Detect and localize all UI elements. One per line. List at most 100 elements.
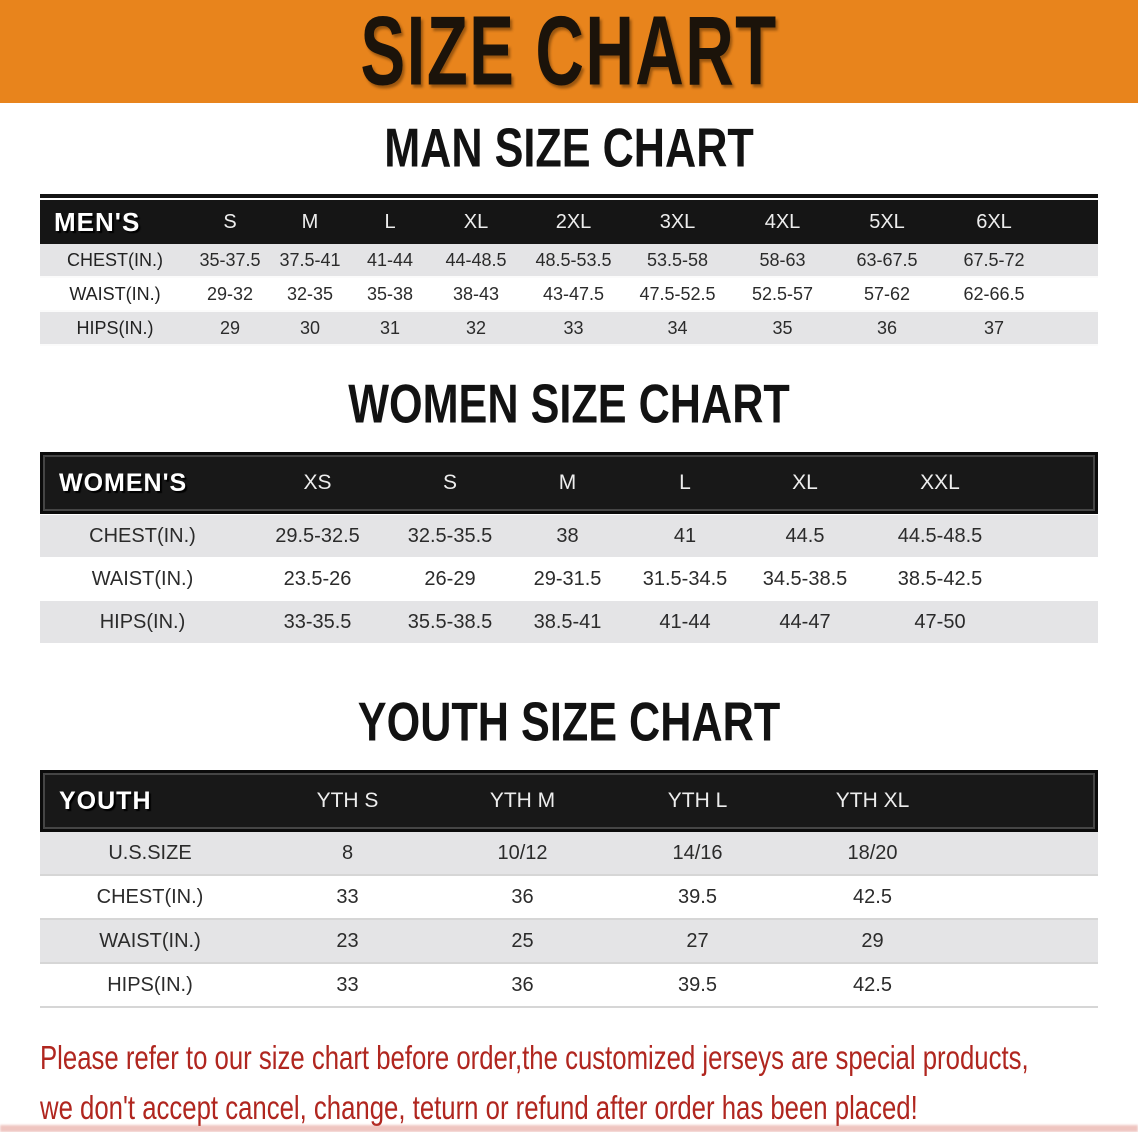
men-size-col-xl: XL [463,210,489,233]
men-chest-value: 35-37.5 [199,249,261,270]
youth-corner-label: YOUTH [59,786,152,815]
youth-waist-value: 29 [861,929,884,952]
youth-row-filler [960,920,1098,962]
men-chest-value: 44-48.5 [445,249,507,270]
men-table-header-row: MEN'S S M L XL 2XL 3XL 4XL 5XL 6XL [40,200,1098,244]
youth-waist-value: 23 [336,929,359,952]
youth-row-filler [960,876,1098,918]
women-size-col-xxl: XXL [920,471,960,494]
men-size-col-6xl: 6XL [976,210,1012,233]
women-row-filler [1015,558,1098,600]
youth-waist-row-label: WAIST(IN.) [99,929,201,952]
men-header-filler [1049,200,1098,244]
men-hips-value: 29 [219,317,241,338]
men-chest-value: 58-63 [759,249,806,270]
men-size-col-m: M [301,210,319,233]
youth-hips-value: 36 [511,973,534,996]
youth-section-heading-text: YOUTH SIZE CHART [357,691,781,753]
youth-size-col-l: YTH L [667,789,728,812]
youth-row-filler [960,964,1098,1006]
women-hips-value: 41-44 [659,610,711,633]
men-waist-value: 52.5-57 [751,283,814,304]
men-section-heading: MAN SIZE CHART [0,117,1138,187]
women-header-filler [1015,457,1093,509]
men-hips-value: 36 [876,317,898,338]
youth-hips-value: 42.5 [853,973,892,996]
men-size-table: MEN'S S M L XL 2XL 3XL 4XL 5XL 6XL CHEST… [40,194,1098,346]
youth-chest-value: 33 [336,885,359,908]
disclaimer-line-2: we don't accept cancel, change, teturn o… [40,1089,918,1126]
men-waist-value: 29-32 [206,283,254,304]
men-hips-value: 31 [379,317,401,338]
men-hips-value: 32 [465,317,487,338]
men-chest-value: 37.5-41 [279,249,341,270]
men-size-col-s: S [223,210,237,233]
youth-ussize-value: 14/16 [672,841,723,864]
women-hips-row: HIPS(IN.) 33-35.5 35.5-38.5 38.5-41 41-4… [40,601,1098,643]
youth-chest-value: 42.5 [853,885,892,908]
youth-waist-row: WAIST(IN.) 23 25 27 29 [40,920,1098,964]
men-hips-value: 30 [299,317,321,338]
women-waist-value: 29-31.5 [533,567,602,590]
men-hips-value: 37 [983,317,1005,338]
women-chest-value: 29.5-32.5 [275,524,360,547]
men-size-col-5xl: 5XL [869,210,905,233]
women-waist-value: 23.5-26 [283,567,352,590]
youth-chest-row: CHEST(IN.) 33 36 39.5 42.5 [40,876,1098,920]
youth-header-filler [960,775,1093,827]
women-chest-value: 44.5-48.5 [897,524,983,547]
men-waist-row-label: WAIST(IN.) [69,283,161,304]
youth-chest-value: 39.5 [678,885,717,908]
men-size-col-2xl: 2XL [555,210,592,233]
women-chest-value: 38 [556,524,579,547]
women-size-col-xs: XS [303,471,332,494]
youth-ussize-value: 8 [341,841,354,864]
disclaimer: Please refer to our size chart before or… [40,1033,1130,1132]
women-size-col-s: S [442,471,457,494]
women-waist-row-label: WAIST(IN.) [91,567,194,590]
men-chest-value: 48.5-53.5 [535,249,612,270]
women-chest-value: 32.5-35.5 [407,524,493,547]
youth-size-col-xl: YTH XL [835,789,910,812]
youth-hips-value: 39.5 [678,973,717,996]
men-size-col-l: L [384,210,396,233]
men-chest-value: 63-67.5 [856,249,918,270]
women-chest-value: 44.5 [785,524,825,547]
men-section-heading-text: MAN SIZE CHART [384,117,754,179]
women-waist-value: 34.5-38.5 [762,567,848,590]
men-table-top-rule [40,194,1098,198]
men-size-col-4xl: 4XL [764,210,801,233]
men-row-filler [1049,244,1098,276]
banner-title: SIZE CHART [360,0,778,106]
men-waist-row: WAIST(IN.) 29-32 32-35 35-38 38-43 43-47… [40,278,1098,312]
men-waist-value: 43-47.5 [542,283,605,304]
women-corner-label: WOMEN'S [59,468,188,497]
women-row-filler [1015,515,1098,557]
men-chest-row-label: CHEST(IN.) [67,249,163,270]
women-table-header-frame: WOMEN'S XS S M L XL XXL [40,452,1098,514]
youth-ussize-value: 10/12 [497,841,548,864]
men-waist-value: 57-62 [863,283,911,304]
youth-hips-row: HIPS(IN.) 33 36 39.5 42.5 [40,964,1098,1008]
youth-table-header-row: YOUTH YTH S YTH M YTH L YTH XL [45,775,1093,827]
men-waist-value: 35-38 [366,283,414,304]
youth-waist-value: 27 [686,929,709,952]
men-corner-label: MEN'S [54,206,141,237]
youth-table-header-frame: YOUTH YTH S YTH M YTH L YTH XL [40,770,1098,832]
men-size-col-3xl: 3XL [659,210,696,233]
women-size-col-m: M [558,471,577,494]
youth-waist-value: 25 [511,929,534,952]
women-waist-value: 31.5-34.5 [642,567,728,590]
men-chest-value: 41-44 [366,249,414,270]
women-hips-row-label: HIPS(IN.) [99,610,186,633]
youth-hips-value: 33 [336,973,359,996]
men-row-filler [1049,278,1098,310]
women-hips-value: 35.5-38.5 [407,610,493,633]
men-waist-value: 62-66.5 [963,283,1025,304]
youth-ussize-row: U.S.SIZE 8 10/12 14/16 18/20 [40,832,1098,876]
youth-ussize-row-label: U.S.SIZE [108,841,192,864]
bottom-edge-artifact [0,1125,1138,1132]
youth-size-col-s: YTH S [316,789,379,812]
women-waist-value: 38.5-42.5 [897,567,983,590]
